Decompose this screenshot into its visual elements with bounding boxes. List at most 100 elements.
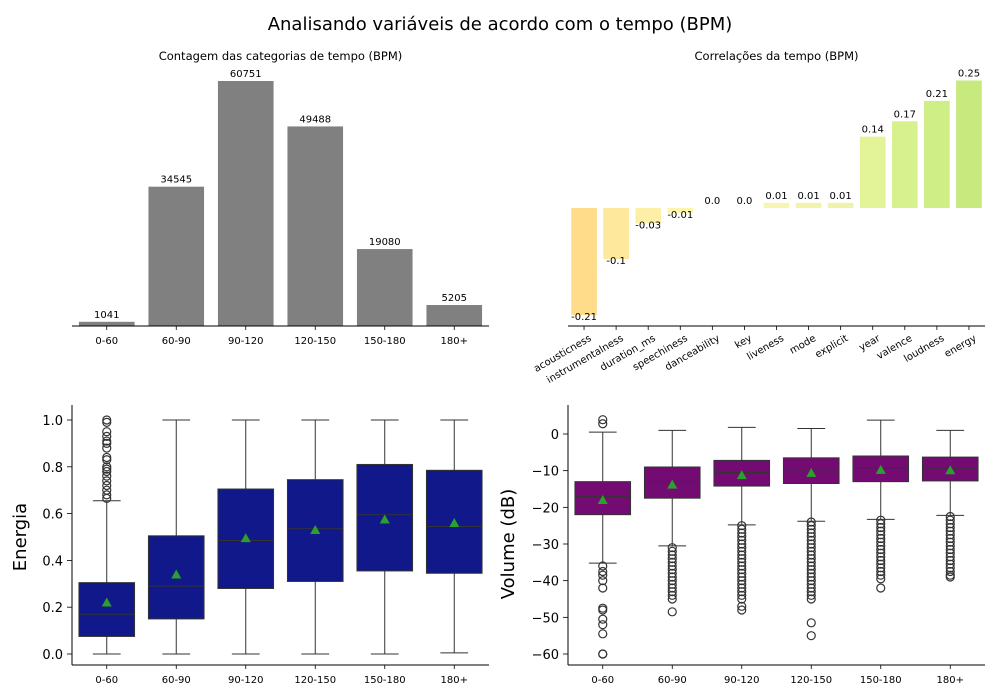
outlier-point — [102, 455, 112, 465]
data-label: 0.01 — [797, 191, 819, 202]
outlier-point — [806, 521, 816, 531]
y-axis-label: Energia — [10, 503, 31, 571]
outlier-point — [806, 565, 816, 575]
outlier-point — [598, 603, 608, 613]
outlier-point — [945, 522, 955, 533]
outlier-point — [667, 561, 677, 571]
outlier-point — [945, 548, 955, 558]
figure-title: Analisando variáveis de acordo com o tem… — [268, 14, 733, 35]
mean-marker — [945, 465, 956, 475]
x-tick-label: 120-150 — [294, 336, 336, 347]
mean-marker — [597, 495, 608, 504]
y-tick-label: −10 — [532, 465, 559, 480]
outlier-point — [806, 550, 816, 560]
outlier-point — [876, 522, 886, 533]
outlier-point — [945, 555, 955, 566]
outlier-point — [598, 419, 608, 429]
outlier-point — [737, 521, 747, 531]
data-label: -0.01 — [667, 210, 693, 221]
data-label: 0.17 — [894, 109, 916, 120]
data-label: 5205 — [442, 293, 467, 304]
mean-marker — [667, 479, 678, 489]
y-tick-label: −40 — [532, 575, 559, 590]
x-tick-label: 0-60 — [95, 336, 118, 347]
outlier-point — [737, 605, 747, 615]
outlier-point — [667, 587, 677, 597]
outlier-point — [667, 594, 677, 604]
outlier-point — [737, 532, 747, 542]
y-axis-label: Volume (dB) — [498, 489, 519, 600]
outlier-point — [598, 605, 608, 615]
outlier-point — [876, 559, 886, 569]
outlier-point — [876, 537, 886, 547]
bar — [78, 321, 135, 326]
x-tick-label: 60-90 — [658, 675, 687, 686]
outlier-point — [667, 550, 677, 560]
x-tick-label: 180+ — [441, 675, 468, 686]
bar — [827, 202, 854, 208]
bar — [667, 208, 694, 214]
outlier-point — [876, 555, 886, 566]
outlier-point — [598, 583, 608, 593]
outlier-point — [102, 443, 112, 453]
mean-marker — [171, 569, 182, 579]
outlier-point — [102, 490, 112, 500]
outlier-point — [102, 462, 112, 472]
y-tick-label: −50 — [532, 611, 559, 626]
outlier-point — [945, 563, 955, 573]
outlier-point — [667, 565, 677, 575]
outlier-point — [945, 515, 955, 525]
bar — [763, 202, 790, 208]
outlier-point — [737, 568, 747, 578]
outlier-point — [667, 579, 677, 589]
outlier-point — [737, 565, 747, 575]
mean-marker — [310, 524, 321, 534]
data-label: 0.01 — [830, 191, 852, 202]
outlier-point — [737, 539, 747, 549]
outlier-point — [806, 543, 816, 553]
outlier-point — [102, 480, 112, 491]
outlier-point — [667, 572, 677, 582]
x-tick-label: 90-120 — [228, 675, 263, 686]
x-tick-label: 180+ — [441, 336, 468, 347]
outlier-point — [102, 417, 112, 427]
outlier-point — [806, 528, 816, 538]
energy-boxplot-panel: 0.0 0.2 0.4 0.6 0.8 1.0 Energia 0-60 60-90 90-120… — [10, 405, 489, 686]
outlier-point — [737, 535, 747, 545]
outlier-point — [737, 546, 747, 556]
data-label: 0.25 — [958, 69, 980, 80]
outlier-point — [806, 561, 816, 571]
outlier-point — [737, 576, 747, 586]
outlier-point — [598, 576, 608, 586]
outlier-point — [876, 583, 886, 593]
chart-title: Correlações da tempo (BPM) — [695, 49, 859, 63]
outlier-point — [806, 590, 816, 600]
outlier-point — [737, 590, 747, 600]
bpm-correlation-panel: Correlações da tempo (BPM)-0.21acousticn… — [532, 49, 985, 386]
outlier-point — [102, 464, 112, 474]
mean-marker — [736, 470, 747, 480]
x-tick-label: 150-180 — [860, 675, 902, 686]
bar — [891, 121, 918, 208]
outlier-point — [667, 607, 677, 617]
outlier-point — [806, 583, 816, 593]
y-tick-label: 0.2 — [42, 601, 63, 616]
outlier-point — [945, 530, 955, 540]
outlier-point — [876, 566, 886, 577]
chart-title: Contagem das categorias de tempo (BPM) — [159, 49, 403, 63]
outlier-point — [945, 526, 955, 536]
outlier-point — [945, 566, 955, 577]
outlier-point — [945, 537, 955, 547]
outlier-point — [806, 587, 816, 597]
x-tick-label: 90-120 — [228, 336, 263, 347]
mean-marker — [875, 464, 886, 474]
outlier-point — [598, 614, 608, 624]
outlier-point — [945, 572, 955, 582]
outlier-point — [667, 546, 677, 556]
x-tick-label: liveness — [745, 333, 786, 363]
data-label: 60751 — [230, 69, 262, 80]
outlier-point — [806, 539, 816, 549]
y-tick-label: 0 — [551, 428, 559, 443]
bpm-count-panel: Contagem das categorias de tempo (BPM) 10… — [72, 49, 489, 347]
